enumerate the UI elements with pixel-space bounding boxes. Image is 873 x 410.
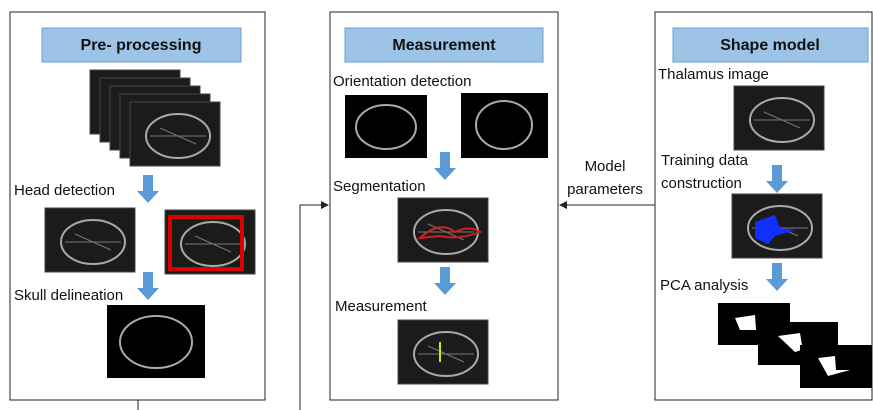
connector-label: Model [585, 158, 626, 175]
image [734, 86, 824, 150]
step-label: Training data [661, 152, 749, 169]
panel-title: Shape model [720, 37, 820, 54]
image [461, 93, 548, 158]
panel-title: Measurement [392, 37, 496, 54]
step-label: construction [661, 175, 742, 192]
image [398, 320, 488, 384]
image [45, 208, 135, 272]
step-label: Measurement [335, 298, 428, 315]
diagram: Pre- processing Measurement Shape model … [0, 0, 873, 410]
step-label: PCA analysis [660, 277, 748, 294]
step-label: Thalamus image [658, 66, 769, 83]
step-label: Orientation detection [333, 73, 471, 90]
step-label: Segmentation [333, 178, 426, 195]
panel-title: Pre- processing [81, 37, 202, 54]
step-label: Skull delineation [14, 287, 123, 304]
image [107, 305, 205, 378]
connector-label: parameters [567, 181, 643, 198]
connector-arrow [300, 205, 328, 410]
image [345, 95, 427, 158]
step-label: Head detection [14, 182, 115, 199]
